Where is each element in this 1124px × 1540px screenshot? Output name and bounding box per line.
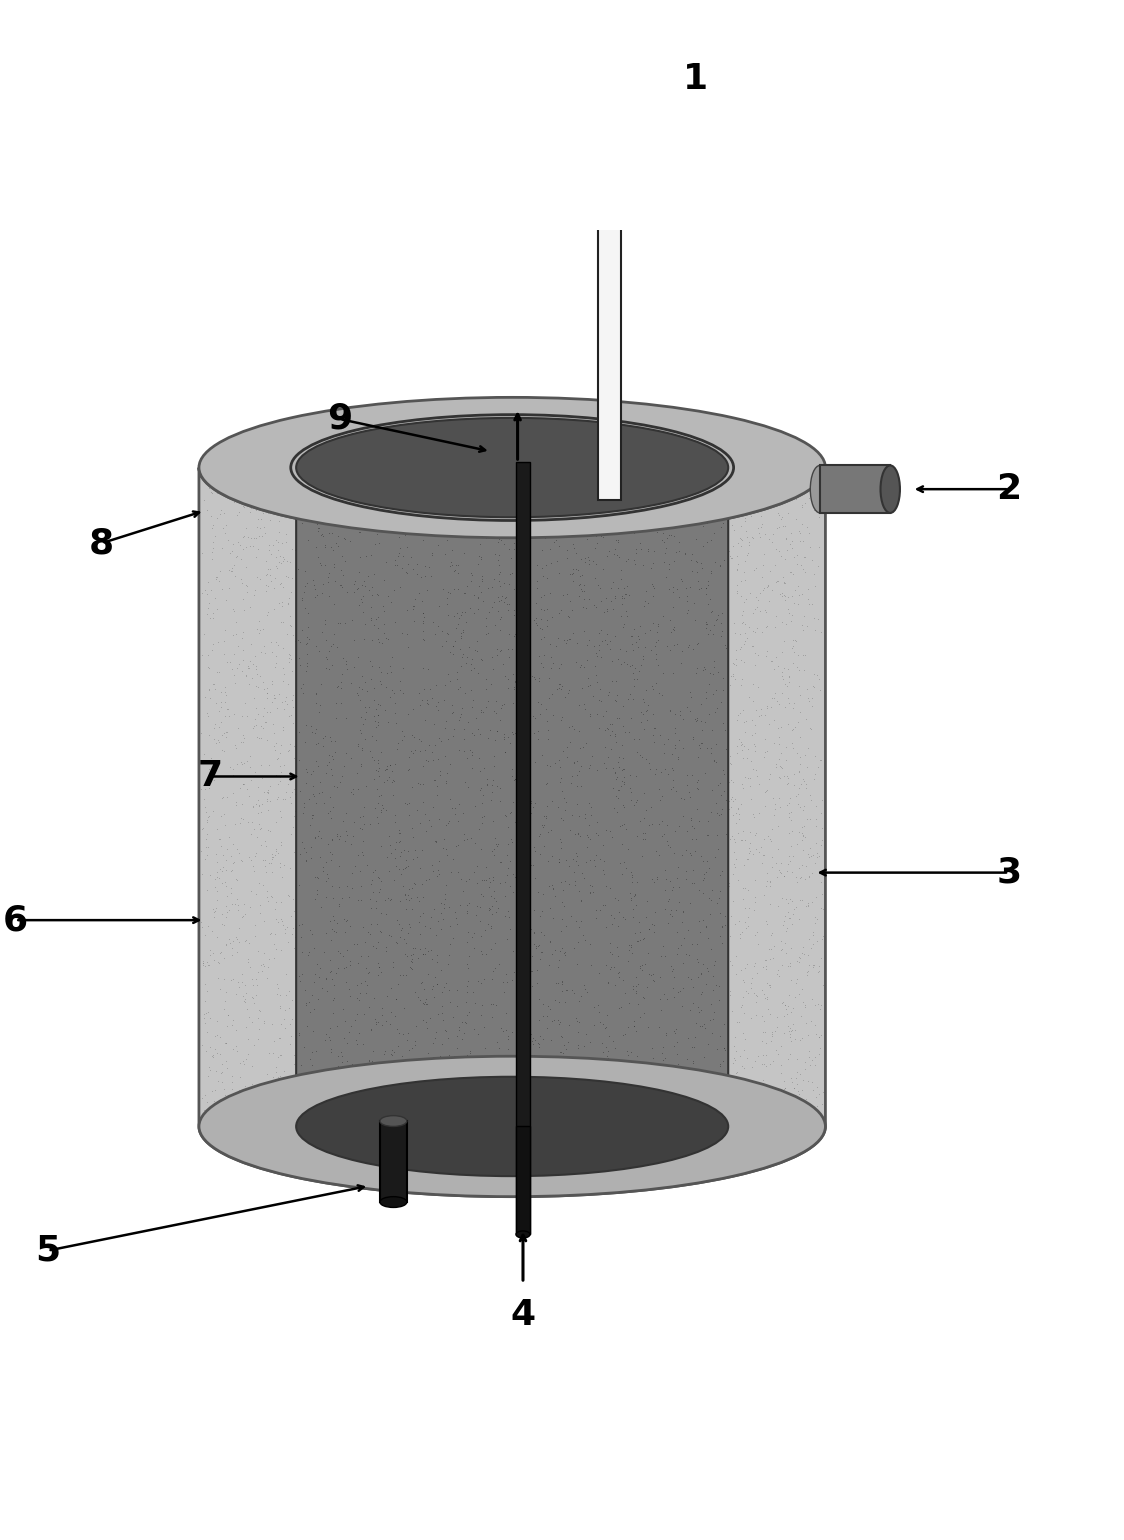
Text: 5: 5 — [35, 1234, 61, 1267]
Ellipse shape — [199, 397, 825, 537]
Bar — [516, 1126, 531, 1235]
Text: 4: 4 — [510, 1298, 535, 1332]
Bar — [516, 462, 531, 1235]
Ellipse shape — [199, 1056, 825, 1197]
Bar — [592, 154, 627, 185]
Text: 9: 9 — [327, 402, 352, 436]
Text: 6: 6 — [2, 902, 28, 938]
Ellipse shape — [296, 1076, 728, 1177]
Ellipse shape — [880, 465, 900, 513]
Polygon shape — [296, 479, 728, 1166]
Text: 8: 8 — [89, 527, 115, 561]
Polygon shape — [199, 468, 825, 1197]
Bar — [821, 465, 890, 513]
Text: 2: 2 — [997, 473, 1022, 507]
Bar — [598, 176, 622, 501]
Ellipse shape — [810, 465, 830, 513]
Text: 7: 7 — [197, 759, 223, 793]
Bar — [380, 1121, 407, 1203]
Ellipse shape — [380, 1197, 407, 1207]
Ellipse shape — [296, 417, 728, 517]
Ellipse shape — [516, 1230, 531, 1238]
Ellipse shape — [380, 1115, 407, 1126]
Text: 1: 1 — [683, 62, 708, 95]
Text: 3: 3 — [997, 856, 1022, 890]
